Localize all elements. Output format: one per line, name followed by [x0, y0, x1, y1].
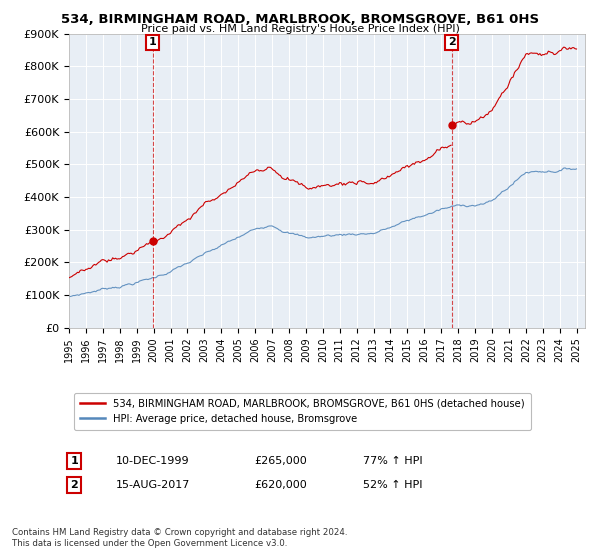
Text: 77% ↑ HPI: 77% ↑ HPI — [363, 456, 423, 466]
Text: 1: 1 — [149, 38, 157, 48]
Text: 534, BIRMINGHAM ROAD, MARLBROOK, BROMSGROVE, B61 0HS: 534, BIRMINGHAM ROAD, MARLBROOK, BROMSGR… — [61, 13, 539, 26]
Text: 1: 1 — [70, 456, 78, 466]
Text: 2: 2 — [70, 480, 78, 490]
Text: £265,000: £265,000 — [255, 456, 308, 466]
Text: 10-DEC-1999: 10-DEC-1999 — [115, 456, 189, 466]
Text: Price paid vs. HM Land Registry's House Price Index (HPI): Price paid vs. HM Land Registry's House … — [140, 24, 460, 34]
Text: Contains HM Land Registry data © Crown copyright and database right 2024.
This d: Contains HM Land Registry data © Crown c… — [12, 528, 347, 548]
Text: £620,000: £620,000 — [255, 480, 308, 490]
Legend: 534, BIRMINGHAM ROAD, MARLBROOK, BROMSGROVE, B61 0HS (detached house), HPI: Aver: 534, BIRMINGHAM ROAD, MARLBROOK, BROMSGR… — [74, 393, 530, 430]
Text: 52% ↑ HPI: 52% ↑ HPI — [363, 480, 422, 490]
Text: 2: 2 — [448, 38, 455, 48]
Text: 15-AUG-2017: 15-AUG-2017 — [115, 480, 190, 490]
